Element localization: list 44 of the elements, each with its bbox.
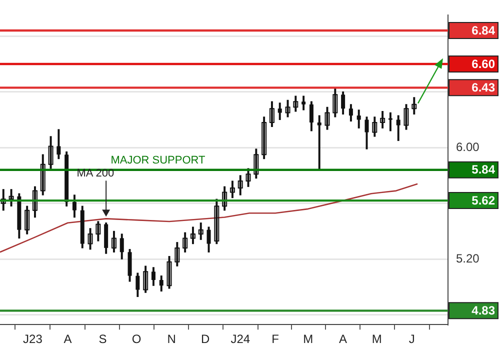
candlestick: [380, 111, 386, 128]
candlestick: [111, 230, 116, 252]
x-tick-label: S: [98, 332, 107, 346]
candlestick: [372, 116, 378, 137]
candlestick: [24, 206, 30, 234]
candlestick: [262, 116, 267, 160]
x-tick-label: J: [408, 332, 415, 346]
x-tick-label: A: [64, 332, 72, 346]
candlestick: [88, 228, 93, 250]
ref-line-label: 4.83: [472, 303, 496, 318]
x-tick-label: M: [372, 332, 382, 346]
candlestick: [269, 101, 274, 128]
candlestick: [96, 221, 101, 242]
ref-line-label: 5.84: [472, 162, 496, 177]
x-tick-label: M: [303, 332, 314, 346]
ref-line-label: 6.43: [472, 80, 496, 94]
y-tick-label: 6.00: [456, 140, 480, 154]
candlestick: [214, 198, 220, 244]
candlestick: [174, 242, 180, 266]
candlestick: [293, 96, 298, 112]
candlestick: [198, 222, 204, 240]
y-tick-label: 5.20: [456, 251, 480, 266]
x-tick-label: D: [201, 332, 210, 346]
x-tick-label: F: [272, 332, 280, 346]
x-tick-label: J23: [23, 332, 43, 346]
x-tick-label: A: [339, 332, 348, 346]
candlestick: [412, 97, 417, 114]
ref-line-label: 5.62: [472, 193, 496, 208]
annotation: MA 200: [76, 168, 114, 180]
candlestick: [332, 87, 338, 118]
candlestick: [40, 154, 46, 196]
candlestick: [143, 266, 148, 293]
annotation: MAJOR SUPPORT: [110, 154, 206, 166]
candlestick: [317, 115, 322, 170]
x-tick-label: N: [167, 332, 176, 346]
candlestick: [48, 136, 54, 169]
ref-line-label: 6.60: [472, 56, 496, 71]
x-tick-label: J24: [230, 332, 250, 346]
candlestick: [190, 226, 196, 244]
candlestick: [238, 175, 243, 196]
ref-line-label: 6.84: [472, 23, 496, 38]
candlestick: [182, 232, 188, 252]
x-tick-label: O: [132, 332, 142, 346]
candlestick: [230, 180, 235, 198]
